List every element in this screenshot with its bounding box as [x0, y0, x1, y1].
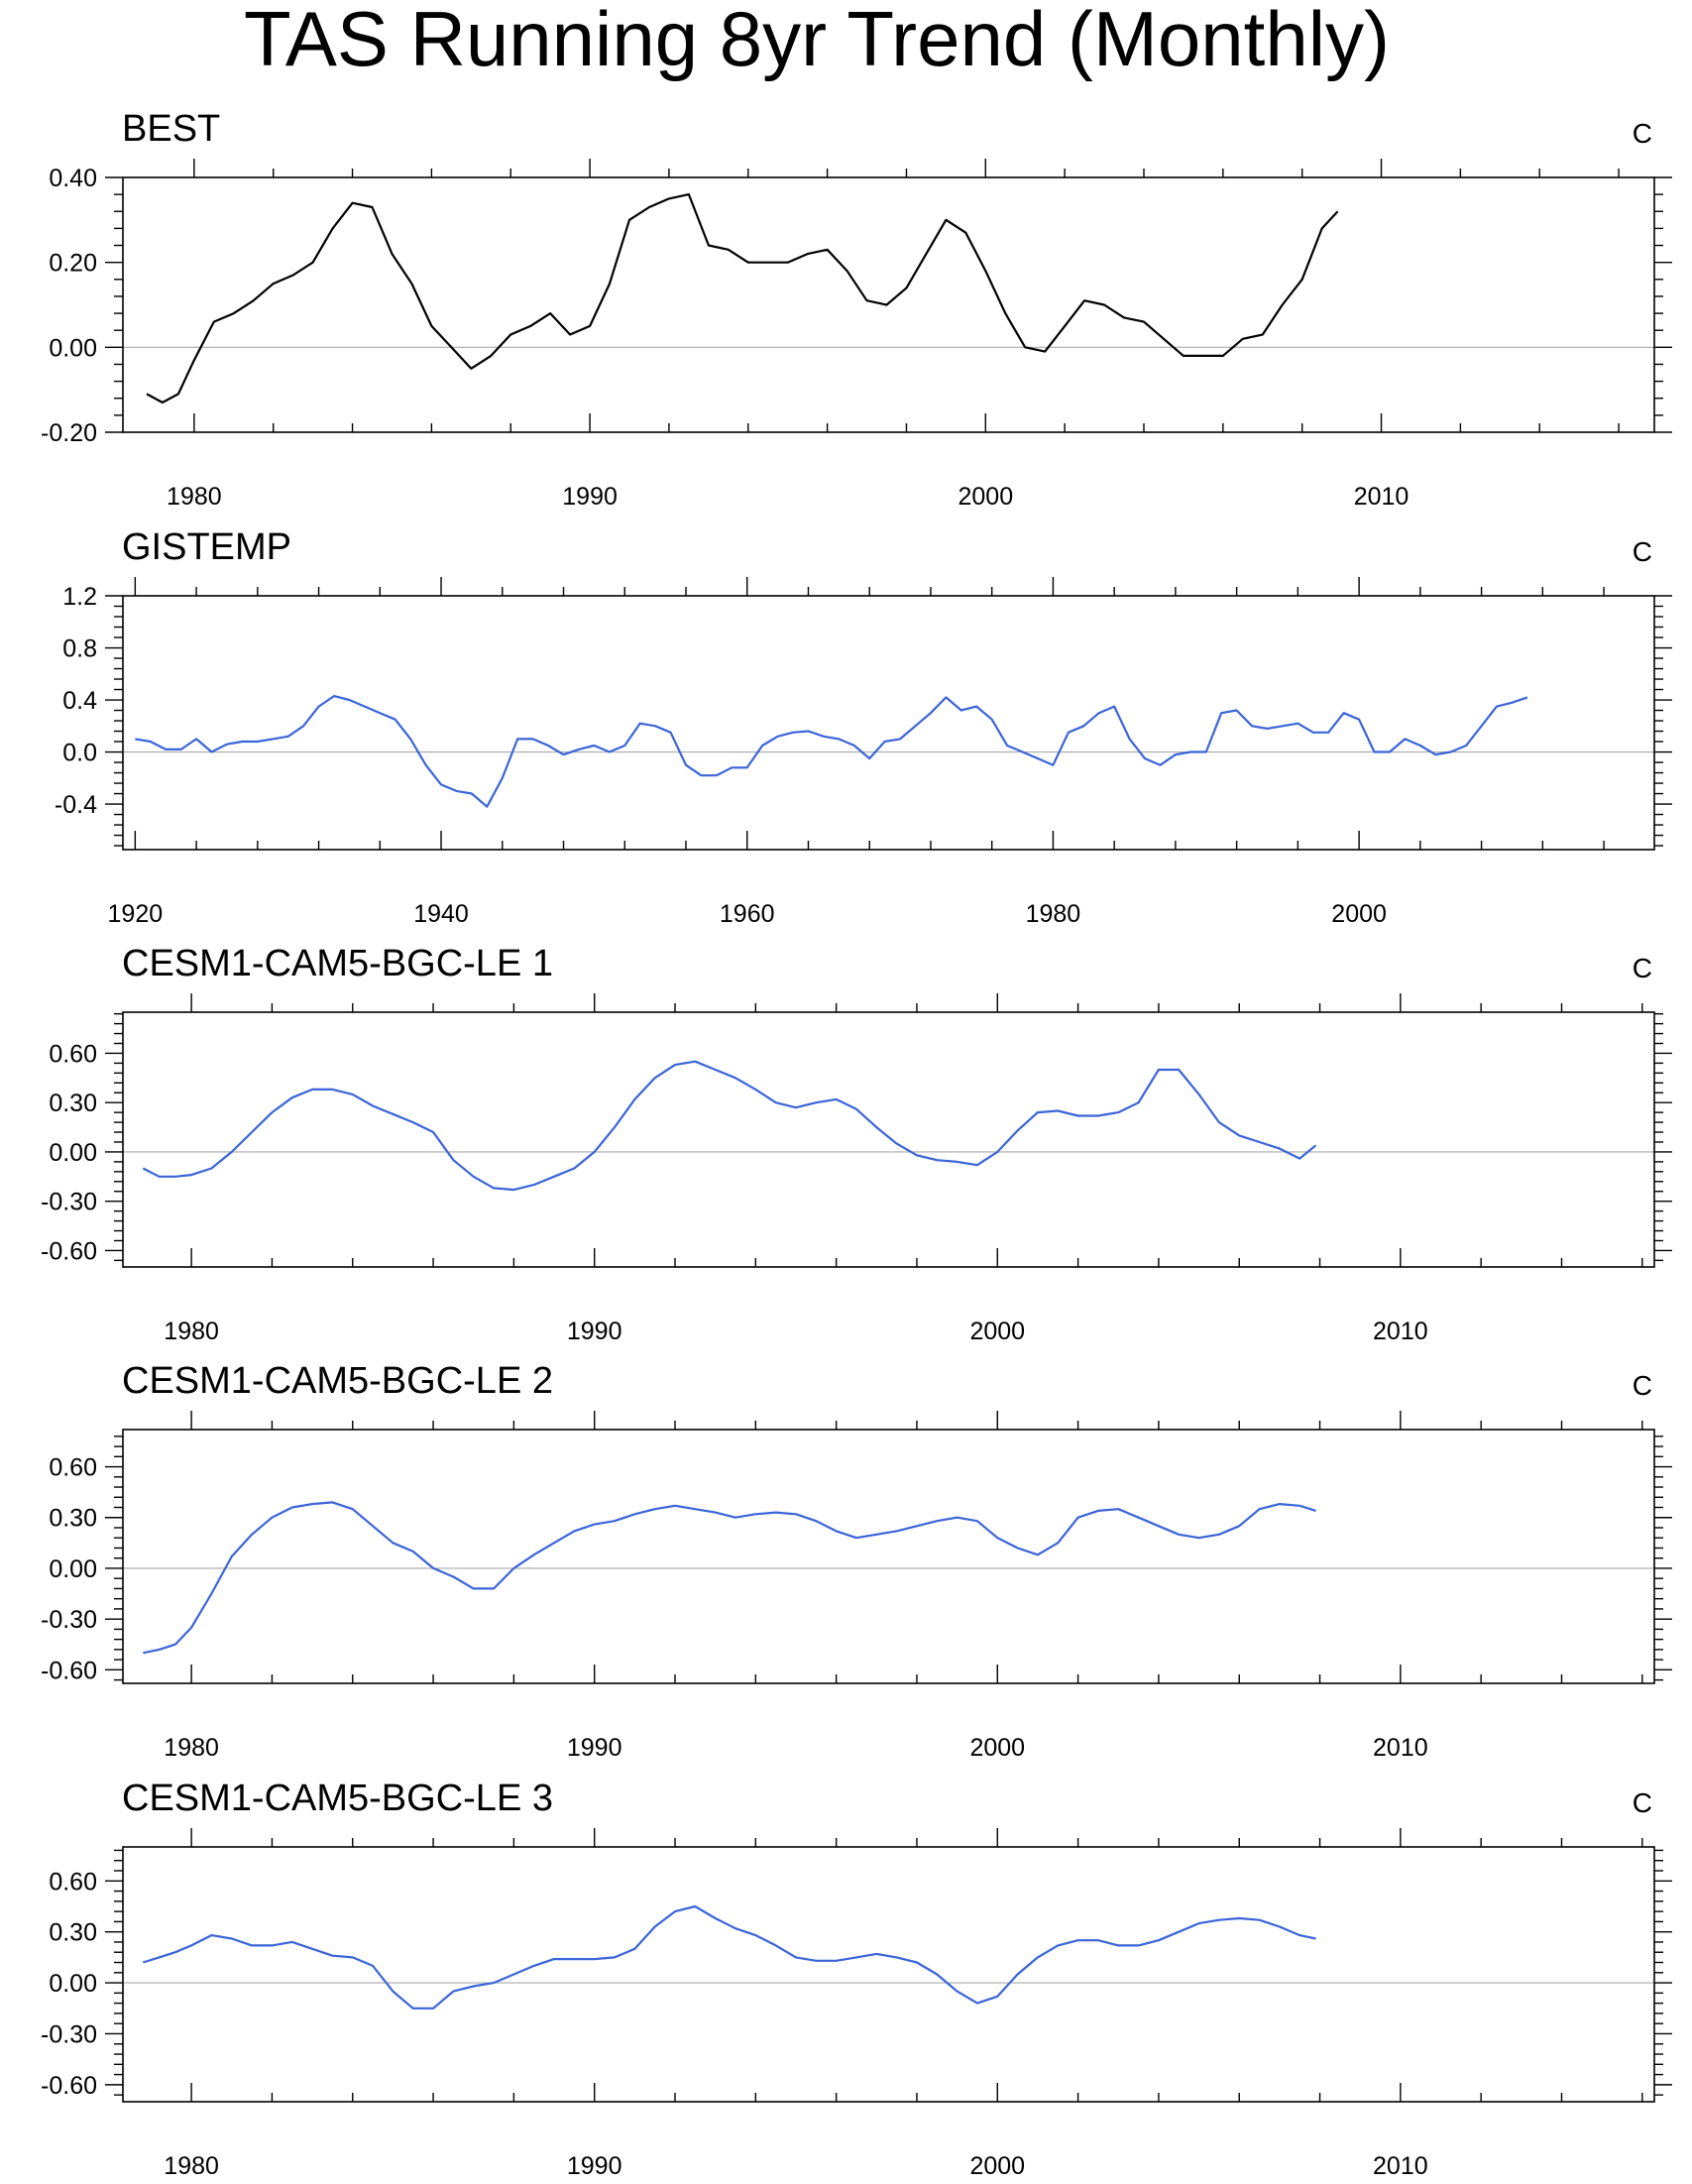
y-tick-label: 0.60 — [49, 1040, 97, 1068]
x-tick-label: 1980 — [164, 1318, 219, 1345]
y-tick-label: 0.60 — [49, 1454, 97, 1482]
units-label: C — [1633, 1370, 1652, 1401]
y-tick-label: -0.30 — [41, 1189, 97, 1216]
plot-frame — [122, 1011, 1655, 1268]
panel-2: GISTEMP C 1920 1940 1960 1980 2000 -0.4 0.0 0.4 0.… — [55, 526, 1672, 928]
series-line — [142, 1904, 1316, 2010]
x-tick-label: 2010 — [1373, 1318, 1428, 1345]
x-tick-label: 2000 — [958, 483, 1013, 511]
x-tick-label: 2000 — [969, 1734, 1025, 1762]
plot-frame — [122, 1429, 1655, 1684]
y-tick-label: 0.20 — [49, 250, 97, 278]
y-tick-label: -0.60 — [41, 2072, 97, 2100]
units-label: C — [1633, 118, 1652, 149]
units-label: C — [1633, 1787, 1652, 1818]
panel-5: CESM1-CAM5-BGC-LE 3 C 1980 1990 2000 2010 -0.6… — [41, 1778, 1672, 2180]
y-tick-label: -0.4 — [55, 791, 97, 819]
y-tick-label: -0.60 — [41, 1237, 97, 1265]
x-tick-label: 1980 — [167, 483, 222, 511]
y-tick-label: 0.0 — [62, 740, 97, 767]
x-tick-label: 1920 — [108, 900, 164, 928]
y-tick-label: 0.00 — [49, 1555, 97, 1583]
y-tick-label: 1.2 — [62, 583, 97, 611]
series-line — [142, 1060, 1317, 1192]
panel-1: BEST C 1980 1990 2000 2010 -0.20 0.00 0.20 0.40 — [41, 108, 1672, 511]
panel-title: GISTEMP — [122, 526, 291, 568]
x-tick-label: 2010 — [1373, 1734, 1428, 1762]
panel-3: CESM1-CAM5-BGC-LE 1 C 1980 1990 2000 2010 -0.6… — [41, 943, 1672, 1345]
y-tick-label: 0.60 — [49, 1868, 97, 1896]
y-tick-label: -0.30 — [41, 1606, 97, 1634]
x-tick-label: 2010 — [1354, 483, 1410, 511]
units-label: C — [1633, 536, 1652, 567]
panel-title: CESM1-CAM5-BGC-LE 3 — [122, 1778, 553, 1819]
x-tick-label: 1990 — [567, 2152, 622, 2180]
y-tick-label: 0.30 — [49, 1505, 97, 1533]
y-tick-label: 0.8 — [62, 635, 97, 663]
x-tick-label: 1940 — [413, 900, 469, 928]
x-tick-label: 1980 — [1026, 900, 1081, 928]
y-tick-label: -0.20 — [41, 419, 97, 447]
series-line — [135, 694, 1528, 808]
panel-4: CESM1-CAM5-BGC-LE 2 C 1980 1990 2000 2010 -0.6… — [41, 1360, 1672, 1762]
x-tick-label: 1990 — [562, 483, 618, 511]
x-tick-label: 1990 — [567, 1734, 622, 1762]
y-tick-label: 0.30 — [49, 1090, 97, 1117]
x-tick-label: 1980 — [164, 2152, 219, 2180]
series-line — [143, 1501, 1316, 1655]
panels-container: BEST C 1980 1990 2000 2010 -0.20 0.00 0.20 0.40 GI… — [41, 108, 1672, 2180]
y-tick-label: -0.60 — [41, 1657, 97, 1684]
panel-title: BEST — [122, 108, 220, 150]
x-tick-label: 2000 — [969, 1318, 1025, 1345]
units-label: C — [1633, 953, 1652, 983]
x-tick-label: 2000 — [1331, 900, 1387, 928]
series-line — [146, 193, 1339, 404]
x-tick-label: 1960 — [720, 900, 775, 928]
y-tick-label: 0.00 — [49, 334, 97, 362]
y-tick-label: 0.00 — [49, 1970, 97, 1998]
panel-title: CESM1-CAM5-BGC-LE 2 — [122, 1360, 553, 1402]
x-tick-label: 2000 — [969, 2152, 1025, 2180]
y-tick-label: 0.4 — [62, 687, 97, 715]
plot-frame — [122, 1846, 1655, 2103]
plot-frame — [122, 176, 1655, 433]
x-tick-label: 1980 — [164, 1734, 219, 1762]
y-tick-label: 0.40 — [49, 165, 97, 192]
panel-title: CESM1-CAM5-BGC-LE 1 — [122, 943, 553, 984]
y-tick-label: -0.30 — [41, 2020, 97, 2048]
x-tick-label: 1990 — [567, 1318, 622, 1345]
plot-frame — [122, 595, 1655, 851]
figure-title: TAS Running 8yr Trend (Monthly) — [244, 0, 1390, 82]
x-tick-label: 2010 — [1373, 2152, 1428, 2180]
y-tick-label: 0.30 — [49, 1919, 97, 1947]
y-tick-label: 0.00 — [49, 1139, 97, 1167]
